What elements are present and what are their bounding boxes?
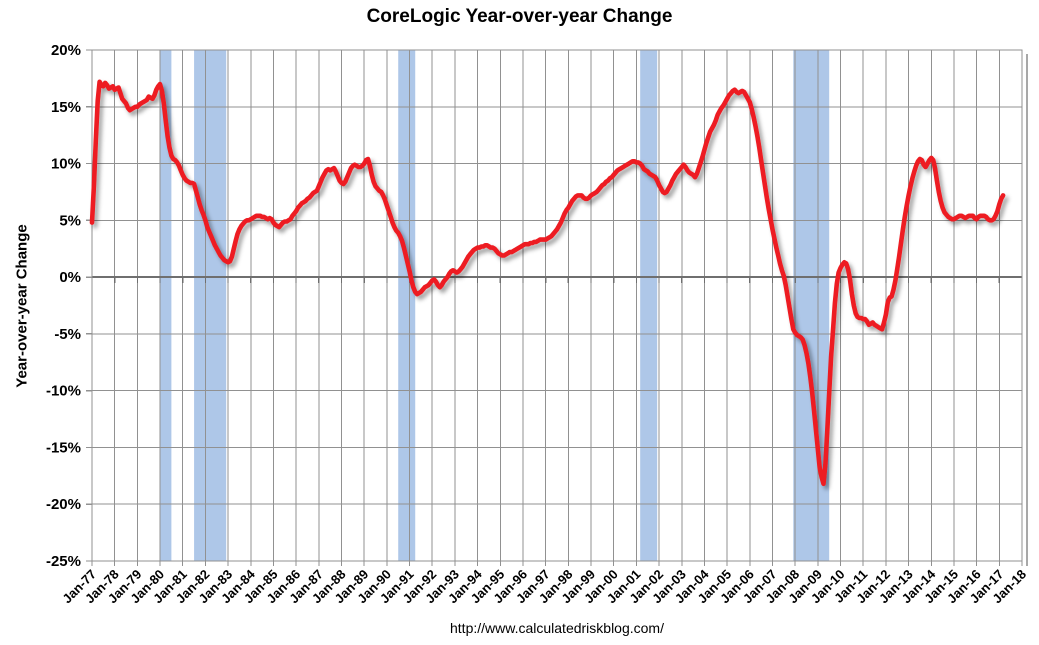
y-tick-label: 5% <box>59 212 81 229</box>
recession-band <box>398 50 416 561</box>
data-line-corelogic-yoy <box>89 79 1006 487</box>
recession-band <box>194 50 227 561</box>
recession-band <box>160 50 172 561</box>
y-tick-label: 10% <box>51 156 81 173</box>
y-tick-label: -15% <box>46 439 81 456</box>
y-tick-label: -5% <box>54 326 81 343</box>
y-tick-label: 15% <box>51 99 81 116</box>
y-tick-label: 0% <box>59 269 81 286</box>
chart-title: CoreLogic Year-over-year Change <box>366 6 673 27</box>
y-tick-label: -20% <box>46 496 81 513</box>
source-url-text[interactable]: http://www.calculatedriskblog.com/ <box>450 620 664 636</box>
y-tick-label: -25% <box>46 553 81 570</box>
y-tick-label: -10% <box>46 383 81 400</box>
y-tick-label: 20% <box>51 42 81 59</box>
recession-band <box>640 50 658 561</box>
plot-border <box>91 49 1023 562</box>
